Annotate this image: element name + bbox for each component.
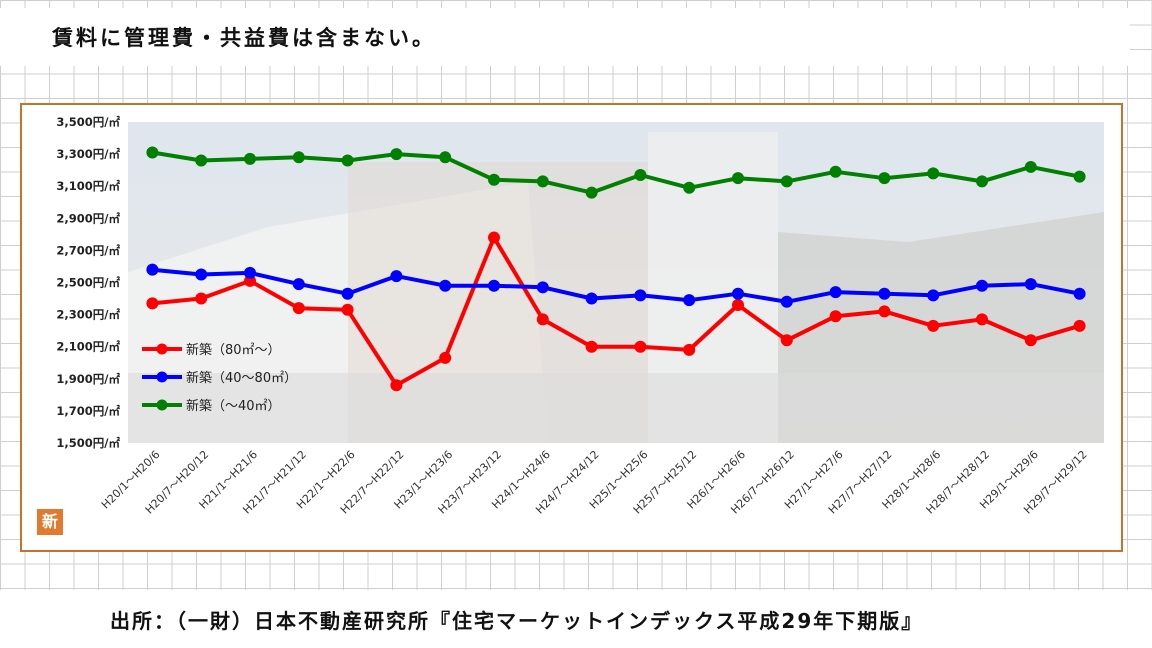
data-point bbox=[1073, 170, 1086, 183]
line-chart: 1,500円/㎡ 1,700円/㎡ 1,900円/㎡ 2,100円/㎡ 2,300円/㎡… bbox=[56, 115, 1104, 517]
data-point bbox=[780, 175, 793, 188]
series-line-0 bbox=[152, 235, 1081, 388]
data-point bbox=[536, 281, 549, 294]
plot-background bbox=[128, 122, 1104, 443]
ground bbox=[128, 373, 1104, 443]
data-point bbox=[195, 154, 208, 167]
data-point bbox=[976, 279, 988, 292]
data-point bbox=[878, 287, 891, 300]
data-point bbox=[488, 279, 500, 292]
data-point bbox=[927, 167, 940, 180]
y-axis: 1,500円/㎡ 1,700円/㎡ 1,900円/㎡ 2,100円/㎡ 2,300円/㎡… bbox=[56, 115, 120, 450]
data-point bbox=[829, 286, 842, 299]
data-point bbox=[927, 319, 940, 332]
data-point bbox=[878, 172, 891, 185]
legend-label: 新築（～40㎡） bbox=[186, 398, 281, 414]
data-point bbox=[341, 154, 354, 167]
legend-marker bbox=[156, 343, 168, 355]
data-point bbox=[146, 263, 159, 276]
data-point bbox=[195, 268, 208, 281]
data-point bbox=[634, 168, 647, 181]
legend-marker bbox=[156, 371, 168, 383]
data-point bbox=[683, 294, 696, 307]
data-point bbox=[732, 172, 744, 185]
data-point bbox=[439, 279, 452, 292]
data-point bbox=[683, 343, 696, 356]
data-point bbox=[585, 292, 598, 305]
top-band bbox=[0, 8, 1130, 66]
data-point bbox=[780, 295, 793, 308]
data-point bbox=[439, 351, 452, 364]
y-tick-label: 2,300円/㎡ bbox=[56, 308, 120, 322]
data-point bbox=[585, 340, 598, 353]
chart-frame: 1,500円/㎡ 1,700円/㎡ 1,900円/㎡ 2,100円/㎡ 2,300円/㎡… bbox=[20, 103, 1123, 552]
data-point bbox=[732, 298, 744, 311]
data-point bbox=[146, 146, 159, 159]
data-point bbox=[1024, 278, 1037, 291]
data-point bbox=[488, 231, 500, 244]
data-point bbox=[244, 152, 256, 165]
data-point bbox=[536, 175, 549, 188]
data-point bbox=[341, 303, 354, 316]
y-tick-label: 2,100円/㎡ bbox=[56, 340, 120, 354]
legend: 新築（80㎡～） 新築（40～80㎡） 新築（～40㎡） bbox=[142, 342, 297, 414]
new-badge: 新 bbox=[37, 509, 63, 535]
y-tick-label: 2,500円/㎡ bbox=[56, 276, 120, 290]
data-point bbox=[1024, 334, 1037, 347]
legend-label: 新築（80㎡～） bbox=[186, 342, 281, 358]
series-line-2 bbox=[152, 150, 1080, 195]
y-tick-label: 3,300円/㎡ bbox=[56, 147, 120, 161]
data-point bbox=[732, 287, 744, 300]
data-point bbox=[976, 175, 988, 188]
data-point bbox=[976, 313, 988, 326]
legend-label: 新築（40～80㎡） bbox=[186, 370, 297, 386]
data-point bbox=[536, 313, 549, 326]
data-point bbox=[341, 287, 354, 300]
y-tick-label: 2,900円/㎡ bbox=[56, 211, 120, 225]
data-point bbox=[244, 266, 256, 279]
y-tick-label: 1,700円/㎡ bbox=[56, 404, 120, 418]
y-tick-label: 1,500円/㎡ bbox=[56, 436, 120, 450]
data-point bbox=[439, 151, 452, 164]
data-point bbox=[292, 278, 305, 291]
x-axis: H20/1～H20/6H20/7～H20/12H21/1～H21/6H21/7～… bbox=[99, 448, 1090, 517]
data-point bbox=[146, 297, 159, 310]
data-point bbox=[488, 173, 500, 186]
data-point bbox=[195, 292, 208, 305]
y-tick-label: 3,100円/㎡ bbox=[56, 179, 120, 193]
data-point bbox=[634, 340, 647, 353]
data-point bbox=[829, 165, 842, 178]
y-tick-label: 3,500円/㎡ bbox=[56, 115, 120, 129]
data-point bbox=[292, 302, 305, 315]
rent-note: 賃料に管理費・共益費は含まない。 bbox=[52, 26, 436, 50]
data-point bbox=[1024, 160, 1037, 173]
data-point bbox=[1073, 287, 1086, 300]
data-point bbox=[780, 334, 793, 347]
bottom-band bbox=[0, 590, 1152, 648]
data-point bbox=[683, 181, 696, 194]
data-point bbox=[878, 305, 891, 318]
data-point bbox=[390, 270, 403, 283]
series-line-1 bbox=[152, 267, 1080, 304]
source-note: 出所：（一財）日本不動産研究所『住宅マーケットインデックス平成29年下期版』 bbox=[110, 609, 924, 633]
data-point bbox=[927, 289, 940, 302]
data-point bbox=[292, 151, 305, 164]
data-point bbox=[634, 289, 647, 302]
series-layer bbox=[146, 146, 1086, 392]
data-point bbox=[1073, 319, 1086, 332]
data-point bbox=[390, 148, 403, 161]
y-tick-label: 2,700円/㎡ bbox=[56, 243, 120, 257]
legend-marker bbox=[156, 399, 168, 411]
data-point bbox=[585, 186, 598, 199]
y-tick-label: 1,900円/㎡ bbox=[56, 372, 120, 386]
data-point bbox=[390, 379, 403, 392]
data-point bbox=[829, 310, 842, 323]
